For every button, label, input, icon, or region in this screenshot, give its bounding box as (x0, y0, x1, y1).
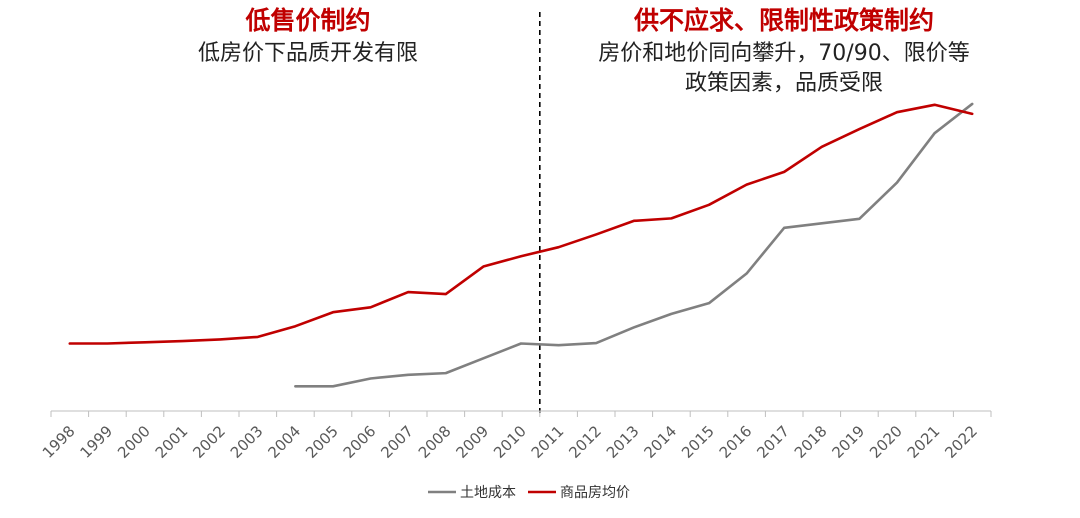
x-tick-label: 2001 (152, 422, 192, 462)
x-tick-label: 2005 (302, 422, 342, 462)
left-annotation-text: 低房价下品质开发有限 (198, 41, 418, 66)
x-tick-label: 2022 (941, 422, 981, 462)
x-tick-label: 2019 (828, 422, 868, 462)
x-tick-label: 2017 (753, 422, 793, 462)
x-tick-label: 2020 (866, 422, 906, 462)
x-tick-label: 2009 (452, 422, 492, 462)
right-annotation-title: 供不应求、限制性政策制约 (633, 6, 934, 35)
left-annotation-title: 低售价制约 (244, 6, 370, 35)
x-tick-label: 2018 (791, 422, 831, 462)
x-tick-label: 2008 (415, 422, 455, 462)
x-tick-label: 2003 (227, 422, 267, 462)
series-line-land-cost (294, 102, 974, 388)
x-tick-label: 2002 (189, 422, 229, 462)
series-line-house-price (68, 103, 974, 345)
right-annotation-text-line1: 房价和地价同向攀升，70/90、限价等 (598, 41, 969, 66)
x-tick-label: 2014 (640, 422, 680, 462)
legend-label: 商品房均价 (560, 485, 630, 501)
x-tick-label: 2006 (340, 422, 380, 462)
x-tick-label: 2016 (716, 422, 756, 462)
x-tick-label: 2011 (528, 422, 568, 462)
x-tick-label: 2007 (377, 422, 417, 462)
x-tick-label: 2013 (603, 422, 643, 462)
x-tick-label: 2021 (904, 422, 944, 462)
x-tick-label: 2010 (490, 422, 530, 462)
x-tick-label: 2000 (114, 422, 154, 462)
x-tick-label: 1998 (39, 422, 79, 462)
x-tick-label: 2015 (678, 422, 718, 462)
x-tick-label: 2004 (264, 422, 304, 462)
right-annotation-text-line2: 政策因素，品质受限 (685, 71, 883, 96)
x-tick-label: 2012 (565, 422, 605, 462)
x-tick-label: 1999 (76, 422, 116, 462)
legend-label: 土地成本 (460, 485, 516, 501)
